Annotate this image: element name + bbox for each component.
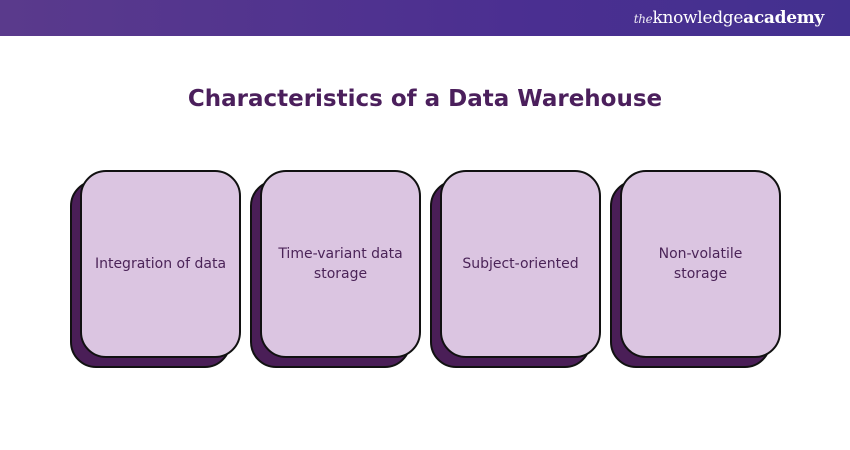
card-non-volatile: Non-volatile storage xyxy=(610,170,781,368)
card-subject-oriented: Subject-oriented xyxy=(430,170,601,368)
card-label: Integration of data xyxy=(80,170,241,358)
header-bar: theknowledgeacademy xyxy=(0,0,850,36)
brand-prefix: the xyxy=(633,12,653,26)
brand-logo: theknowledgeacademy xyxy=(633,8,825,28)
brand-suffix: academy xyxy=(743,8,824,28)
card-label: Subject-oriented xyxy=(440,170,601,358)
brand-main: knowledge xyxy=(652,8,744,28)
card-integration: Integration of data xyxy=(70,170,241,368)
page-title: Characteristics of a Data Warehouse xyxy=(187,86,663,112)
card-time-variant: Time-variant data storage xyxy=(250,170,421,368)
card-label: Non-volatile storage xyxy=(620,170,781,358)
card-label: Time-variant data storage xyxy=(260,170,421,358)
